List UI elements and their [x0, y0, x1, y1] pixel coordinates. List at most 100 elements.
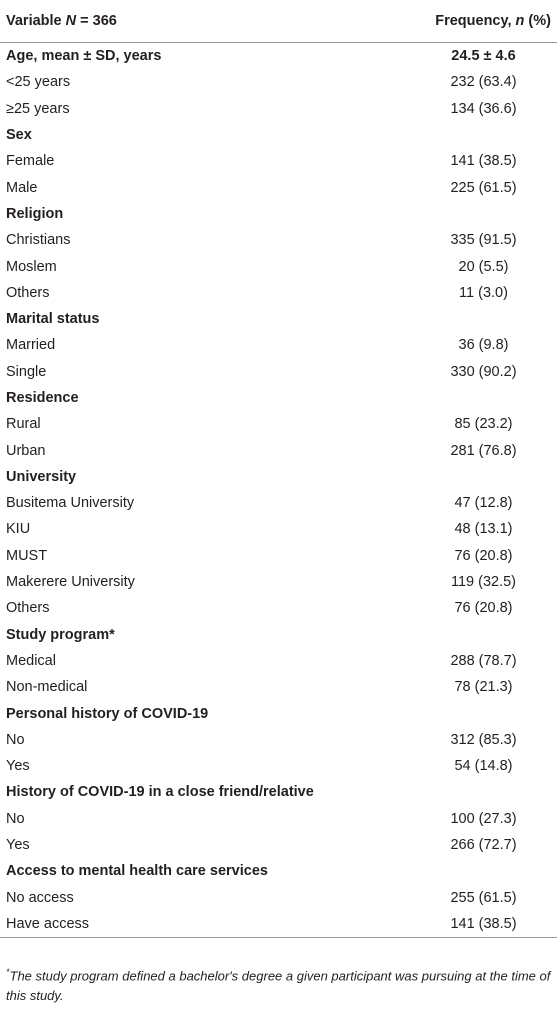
row-value: 11 (3.0)	[459, 284, 508, 301]
section-row: University	[0, 464, 557, 490]
section-row: Study program*	[0, 622, 557, 648]
data-row: Moslem 20 (5.5)	[0, 253, 557, 279]
header-cell: Variable N = 366	[0, 0, 410, 43]
section-row: History of COVID-19 in a close friend/re…	[0, 779, 557, 805]
section-heading: Residence	[6, 390, 79, 406]
row-label: Yes	[6, 837, 30, 854]
row-label: Urban	[6, 442, 46, 459]
table-header: Variable N = 366 Frequency, n (%)	[0, 0, 557, 43]
row-label: Rural	[6, 416, 41, 433]
row-label: Others	[6, 600, 50, 617]
section-heading: Religion	[6, 205, 64, 222]
data-row: KIU 48 (13.1)	[0, 516, 557, 542]
data-row: Others 11 (3.0)	[0, 280, 557, 306]
section-row: Residence	[0, 385, 557, 411]
section-row: Religion	[0, 201, 557, 227]
table-body: Age, mean ± SD, years 24.5 ± 4.6 <25 years…	[0, 43, 557, 939]
row-value: 20 (5.5)	[458, 258, 509, 275]
data-row: Yes 266 (72.7)	[0, 832, 557, 858]
row-label: Female	[6, 153, 55, 170]
row-value: 48 (13.1)	[454, 521, 513, 538]
row-value: 225 (61.5)	[450, 179, 517, 196]
row-value: 335 (91.5)	[450, 232, 517, 249]
data-row: Others 76 (20.8)	[0, 595, 557, 621]
row-value: 85 (23.2)	[454, 416, 513, 433]
row-value: 232 (63.4)	[450, 74, 517, 91]
data-row: Urban 281 (76.8)	[0, 437, 557, 463]
section-row: Personal history of COVID-19	[0, 700, 557, 726]
row-label: KIU	[6, 521, 31, 538]
row-label: Non-medical	[6, 679, 88, 696]
row-value: 76 (20.8)	[454, 547, 513, 564]
row-label: Others	[6, 284, 50, 301]
row-value: 100 (27.3)	[450, 810, 517, 827]
data-row: Christians 335 (91.5)	[0, 227, 557, 253]
row-label: No access	[6, 889, 74, 906]
header-text: Variable	[6, 13, 66, 29]
footnote-mark: *	[6, 967, 10, 977]
empty-cell	[410, 622, 557, 648]
row-label: No	[6, 810, 25, 827]
section-row: Sex	[0, 122, 557, 148]
row-value: 141 (38.5)	[450, 153, 517, 170]
row-value: 255 (61.5)	[450, 889, 517, 906]
row-value: 47 (12.8)	[454, 495, 513, 512]
header-text: Frequency,	[435, 13, 516, 29]
row-value: 54 (14.8)	[454, 758, 513, 775]
section-row: Access to mental health care services	[0, 858, 557, 884]
data-row: No access 255 (61.5)	[0, 885, 557, 911]
row-value: 134 (36.6)	[450, 100, 517, 117]
row-label: Busitema University	[6, 495, 135, 512]
row-label: Medical	[6, 652, 56, 669]
row-value: 119 (32.5)	[450, 574, 517, 591]
header-row: Variable N = 366 Frequency, n (%)	[0, 0, 557, 43]
row-label: ≥25 years	[6, 100, 70, 117]
row-value: 36 (9.8)	[458, 337, 509, 354]
section-heading: Sex	[6, 127, 32, 144]
empty-cell	[410, 779, 557, 805]
data-row: Have access 141 (38.5)	[0, 910, 557, 939]
row-label: Married	[6, 337, 56, 354]
row-label: MUST	[6, 547, 48, 564]
row-value: 281 (76.8)	[450, 442, 517, 459]
row-value: 76 (20.8)	[454, 600, 513, 617]
section-heading: Personal history of COVID-19	[6, 705, 209, 722]
section-heading: Age, mean ± SD, years	[6, 48, 162, 65]
data-row: Female 141 (38.5)	[0, 148, 557, 174]
header-text: n	[515, 13, 525, 29]
section-heading: Access to mental health care services	[6, 863, 268, 880]
data-row: Busitema University 47 (12.8)	[0, 490, 557, 516]
row-label: <25 years	[6, 74, 71, 91]
empty-cell	[410, 122, 557, 148]
data-row: Makerere University 119 (32.5)	[0, 569, 557, 595]
empty-cell	[410, 464, 557, 490]
row-value: 330 (90.2)	[450, 363, 517, 380]
empty-cell	[410, 858, 557, 884]
section-heading: University	[6, 468, 77, 485]
section-row: Age, mean ± SD, years 24.5 ± 4.6	[0, 43, 557, 70]
data-row: Single 330 (90.2)	[0, 359, 557, 385]
data-row: Male 225 (61.5)	[0, 174, 557, 200]
section-heading: History of COVID-19 in a close friend/re…	[6, 784, 314, 801]
empty-cell	[410, 306, 557, 332]
data-row: MUST 76 (20.8)	[0, 543, 557, 569]
data-table: Variable N = 366 Frequency, n (%) Age, m…	[0, 0, 557, 939]
empty-cell	[410, 201, 557, 227]
section-row: Marital status	[0, 306, 557, 332]
row-value: 266 (72.7)	[450, 837, 517, 854]
header-text: (%)	[524, 13, 551, 29]
empty-cell	[410, 700, 557, 726]
data-row: Medical 288 (78.7)	[0, 648, 557, 674]
row-value: 141 (38.5)	[410, 910, 557, 939]
row-label: Male	[6, 179, 38, 196]
row-label: Yes	[6, 758, 30, 775]
data-row: No 100 (27.3)	[0, 806, 557, 832]
footnote-text: The study program defined a bachelor's d…	[6, 968, 551, 1004]
row-label: Makerere University	[6, 574, 135, 591]
footnote: *The study program defined a bachelor's …	[6, 962, 551, 1006]
section-heading: Study program*	[6, 626, 115, 643]
row-label: Christians	[6, 232, 71, 249]
section-heading: Marital status	[6, 311, 100, 328]
